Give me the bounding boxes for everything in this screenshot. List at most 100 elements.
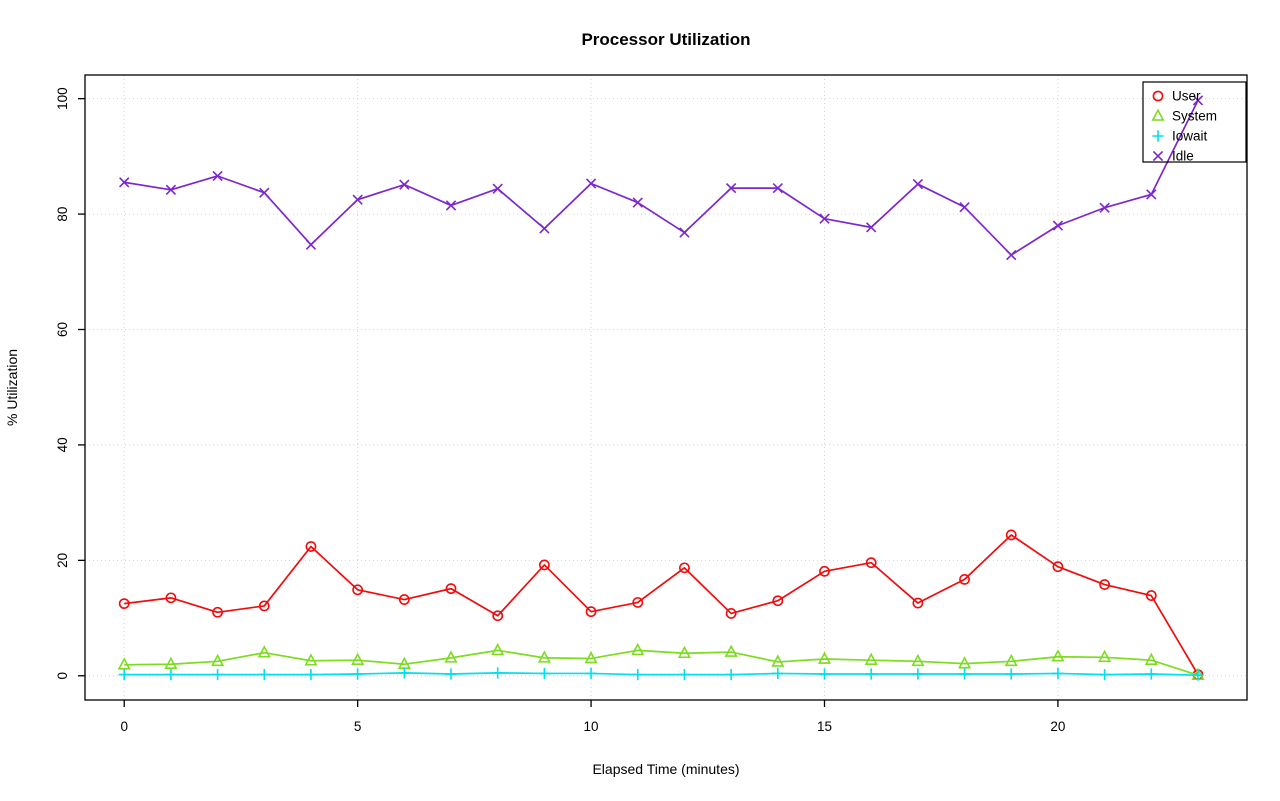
circle-marker <box>492 610 504 622</box>
circle-marker <box>118 598 130 610</box>
triangle-marker <box>351 652 365 665</box>
legend-label-user: User <box>1172 89 1201 104</box>
y-tick-label: 20 <box>55 553 70 568</box>
y-tick-label: 60 <box>55 322 70 337</box>
circle-marker <box>725 608 737 619</box>
triangle-marker <box>304 653 318 666</box>
circle-marker <box>1145 590 1157 601</box>
series-line <box>124 649 1199 676</box>
x-marker <box>399 179 410 190</box>
x-marker <box>632 197 643 208</box>
plus-marker <box>725 669 737 681</box>
triangle-marker <box>444 650 458 663</box>
triangle-marker <box>584 650 598 664</box>
y-tick-label: 80 <box>55 207 70 222</box>
x-marker <box>725 182 737 194</box>
grid <box>85 75 1247 700</box>
x-marker <box>1052 220 1064 231</box>
triangle-marker <box>631 642 645 656</box>
plus-marker <box>258 669 270 681</box>
triangle-marker <box>1144 652 1158 665</box>
x-marker <box>259 187 270 198</box>
plot-border <box>84 74 1248 701</box>
circle-marker <box>819 565 830 577</box>
triangle-marker <box>958 656 972 669</box>
triangle-marker <box>1004 653 1018 667</box>
triangle-marker <box>911 653 925 667</box>
circle-marker <box>912 597 924 609</box>
plus-marker <box>678 669 691 681</box>
plus-marker <box>1052 667 1064 680</box>
triangle-marker <box>1051 649 1065 662</box>
chart-title: Processor Utilization <box>581 30 750 49</box>
x-axis-label: Elapsed Time (minutes) <box>592 761 739 777</box>
circle-marker <box>1099 579 1111 590</box>
x-marker <box>1146 189 1157 200</box>
series-line <box>124 672 1199 677</box>
circle-marker <box>352 584 364 596</box>
series-line <box>124 534 1199 676</box>
plus-marker <box>352 668 364 680</box>
x-marker <box>1152 150 1164 162</box>
circle-marker <box>1052 561 1064 573</box>
x-marker <box>679 227 690 238</box>
plus-marker <box>1152 130 1164 142</box>
x-marker <box>445 200 457 211</box>
triangle-marker <box>117 657 131 670</box>
plus-marker <box>865 668 877 680</box>
plus-marker <box>958 668 971 680</box>
circle-marker <box>538 559 550 571</box>
x-marker <box>959 201 970 213</box>
circle-marker <box>1005 529 1017 541</box>
series-idle <box>119 95 1204 261</box>
x-tick-label: 20 <box>1050 719 1065 734</box>
x-marker <box>772 182 783 194</box>
legend: User System Iowait Idle <box>1142 81 1247 164</box>
triangle-marker <box>864 652 878 665</box>
series-system <box>117 642 1205 680</box>
circle-marker <box>305 541 317 552</box>
plus-marker <box>1145 668 1157 680</box>
y-tick-label: 0 <box>55 672 70 680</box>
legend-box <box>1142 81 1247 163</box>
series-user <box>118 529 1204 681</box>
plus-marker <box>1099 669 1111 681</box>
series-line <box>124 100 1199 256</box>
y-axis-label: % Utilization <box>4 349 20 426</box>
plus-marker <box>492 667 504 679</box>
legend-label-system: System <box>1172 109 1217 124</box>
x-marker <box>819 213 830 224</box>
x-marker <box>352 194 363 205</box>
plus-marker <box>912 668 924 680</box>
plus-marker <box>632 669 644 681</box>
y-tick-label: 100 <box>55 87 70 110</box>
x-marker <box>585 178 597 189</box>
circle-marker <box>165 592 177 604</box>
x-tick-label: 10 <box>584 719 599 734</box>
x-marker <box>119 177 130 188</box>
x-marker <box>212 170 223 182</box>
legend-label-iowait: Iowait <box>1172 129 1208 144</box>
legend-label-idle: Idle <box>1172 149 1194 164</box>
circle-marker <box>865 557 877 569</box>
x-marker <box>866 222 877 233</box>
triangle-marker <box>817 651 832 664</box>
x-marker <box>912 178 924 190</box>
circle-marker <box>212 606 223 618</box>
x-tick-label: 0 <box>120 719 128 734</box>
circle-marker <box>585 606 597 618</box>
triangle-marker <box>1098 649 1112 663</box>
x-marker <box>1192 95 1204 106</box>
circle-marker <box>398 594 410 605</box>
plus-marker <box>538 667 550 680</box>
plus-marker <box>211 669 224 681</box>
triangle-marker <box>211 653 225 667</box>
plus-marker <box>1192 669 1204 681</box>
circle-marker <box>1152 90 1164 102</box>
circle-marker <box>959 573 970 585</box>
x-tick-label: 5 <box>354 719 362 734</box>
triangle-marker <box>164 656 178 670</box>
triangle-marker <box>257 645 271 658</box>
